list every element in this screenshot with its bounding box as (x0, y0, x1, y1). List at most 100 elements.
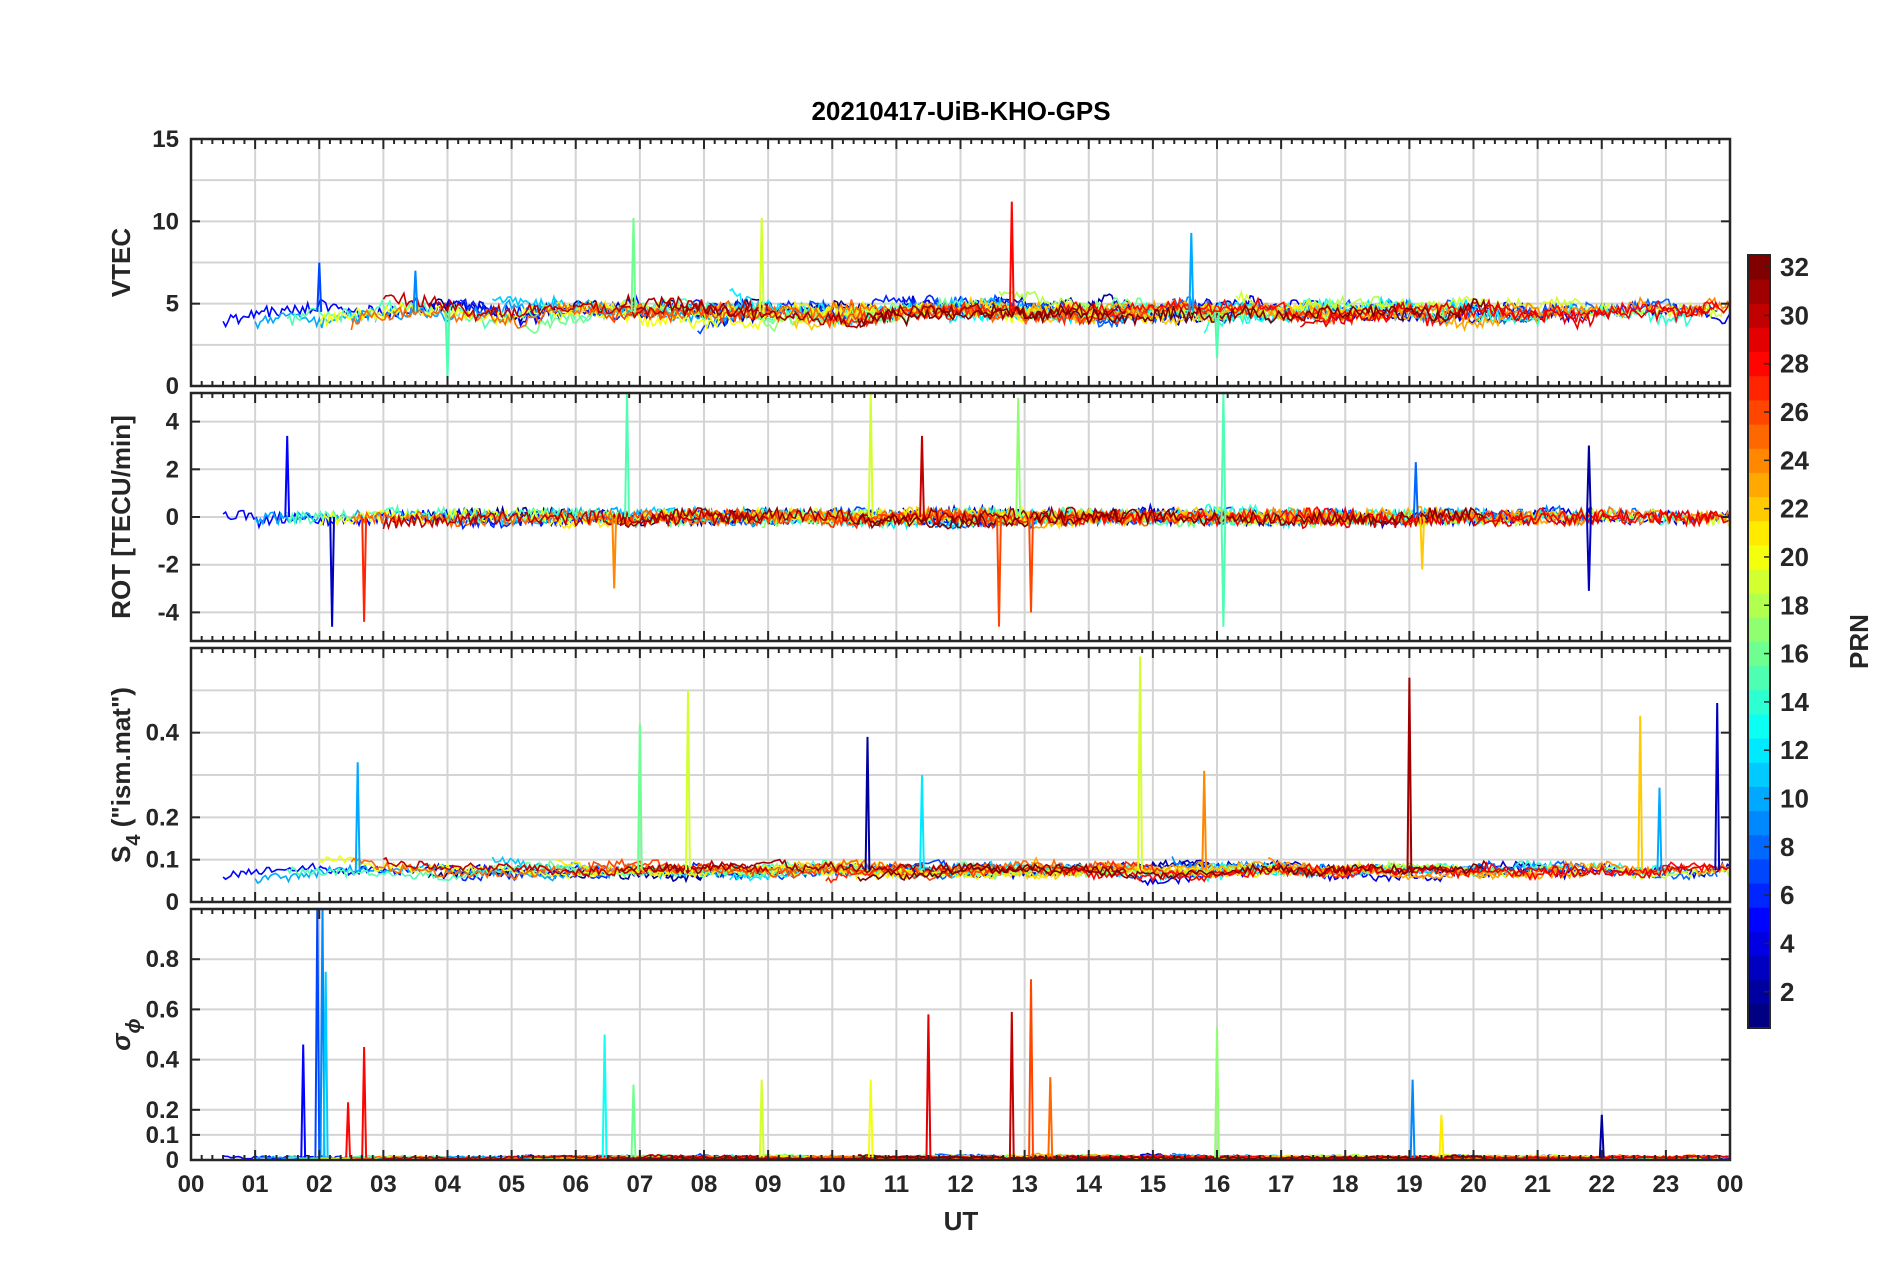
x-ticks-rot (190, 393, 1731, 641)
colorbar-segment (1748, 472, 1770, 498)
colorbar-segment (1748, 593, 1770, 618)
trace-prn-29 (1300, 1154, 1729, 1160)
peak-mark (1714, 702, 1721, 871)
colorbar-segment (1748, 617, 1770, 642)
panel-vtec: 0 5 10 15 VTEC (106, 126, 1732, 400)
peak-mark (1220, 393, 1227, 518)
traces-vtec (222, 201, 1730, 378)
grid-s4 (190, 648, 1731, 903)
colorbar-tick-label: 30 (1780, 300, 1809, 330)
colorbar-segment (1748, 496, 1770, 522)
peak-mark (1598, 1114, 1605, 1158)
y-tick-label: 0.1 (146, 847, 179, 874)
x-tick-label: 11 (884, 1171, 909, 1198)
colorbar-tick-label: 24 (1780, 445, 1809, 475)
colorbar-segment (1748, 810, 1770, 836)
peak-mark (329, 516, 335, 627)
y-tick-label: 0 (166, 1147, 179, 1174)
trace-prn-28 (1062, 296, 1718, 328)
x-tick-label: 09 (755, 1171, 782, 1198)
colorbar-tick-label: 20 (1780, 542, 1809, 572)
peak-mark (685, 690, 691, 871)
peak-mark (314, 909, 321, 1158)
peak-mark (361, 1046, 368, 1158)
colorbar-segment (1748, 255, 1770, 280)
y-axis-label-vtec: VTEC (106, 228, 136, 298)
peak-mark (996, 516, 1002, 627)
y-tick-label: 0 (166, 373, 179, 400)
peak-mark (864, 736, 871, 871)
colorbar-tick-label: 12 (1780, 735, 1809, 765)
x-tick-label: 05 (498, 1171, 525, 1198)
x-ticks-sigma_phi (190, 909, 1731, 1160)
y-tick-label: -2 (158, 552, 179, 579)
peak-mark (1406, 677, 1413, 871)
peak-mark (867, 1079, 874, 1158)
peak-mark (1586, 445, 1592, 518)
x-tick-label: 22 (1588, 1171, 1615, 1198)
colorbar-segment (1748, 303, 1770, 328)
x-tick-label: 00 (178, 1171, 205, 1198)
peak-mark (925, 1014, 932, 1158)
y-tick-label: 0.4 (146, 1047, 180, 1074)
peak-mark (624, 393, 630, 518)
peak-mark (1412, 462, 1419, 518)
x-tick-label: 15 (1140, 1171, 1167, 1198)
peak-mark (1438, 1114, 1445, 1158)
traces-sigma_phi (223, 909, 1730, 1160)
colorbar-segment (1748, 665, 1770, 691)
colorbar-segment (1748, 689, 1770, 715)
colorbar-segment (1748, 979, 1770, 1005)
peak-mark (1214, 311, 1220, 359)
peak-mark (345, 1102, 351, 1158)
trace-prn-31 (619, 505, 1127, 530)
y-tick-label: 2 (166, 456, 179, 483)
peak-mark (1008, 201, 1015, 312)
grid-sigma_phi (190, 908, 1731, 1161)
x-tick-label: 01 (242, 1171, 269, 1198)
peak-mark (1586, 516, 1592, 591)
peak-mark (1015, 397, 1022, 518)
colorbar-segment (1748, 544, 1770, 570)
trace-prn-29 (1299, 300, 1730, 331)
y-tick-label: 10 (152, 208, 179, 235)
colorbar-tick-label: 22 (1780, 494, 1809, 524)
trace-prn-30 (382, 506, 769, 531)
x-tick-label: 04 (434, 1171, 461, 1198)
x-tick-label: 21 (1524, 1171, 1551, 1198)
trace-prn-32 (857, 297, 1488, 328)
colorbar-segment (1748, 399, 1770, 425)
y-tick-label: 0.8 (146, 946, 179, 973)
x-tick-label: 10 (819, 1171, 846, 1198)
peak-mark (284, 435, 291, 518)
peak-mark (316, 262, 323, 312)
peak-mark (361, 516, 368, 622)
trace-prn-26 (587, 857, 1000, 882)
x-ticks-vtec (190, 139, 1731, 386)
panel-sigma_phi: 00.10.2 0.4 0.6 0.8 σϕ (106, 907, 1732, 1174)
traces-s4 (222, 656, 1730, 887)
trace-prn-29 (1300, 863, 1730, 880)
peak-mark (637, 724, 643, 871)
panel-rot: -4 -2 0 2 4 ROT [TECU/min] (106, 391, 1732, 643)
colorbar-segment (1748, 738, 1770, 763)
panel-s4: 0 0.1 0.2 0.4S4 ("ism.mat") (106, 646, 1732, 916)
x-tick-label: 07 (627, 1171, 654, 1198)
colorbar-segment (1748, 955, 1770, 981)
peak-mark (1656, 787, 1663, 871)
peak-mark (1137, 656, 1143, 871)
x-tick-label: 17 (1268, 1171, 1295, 1198)
colorbar-segment (1748, 786, 1770, 812)
peak-mark (1419, 516, 1426, 570)
trace-prn-32 (857, 506, 1487, 530)
x-axis-label: UT (944, 1206, 979, 1236)
colorbar-segment (1748, 713, 1770, 739)
y-tick-label: 4 (166, 409, 180, 436)
peak-mark (919, 435, 925, 518)
trace-prn-29 (1299, 507, 1730, 530)
colorbar-segment (1748, 858, 1770, 884)
peak-mark (300, 1044, 307, 1158)
x-tick-label: 12 (947, 1171, 974, 1198)
colorbar-segment (1748, 641, 1770, 667)
